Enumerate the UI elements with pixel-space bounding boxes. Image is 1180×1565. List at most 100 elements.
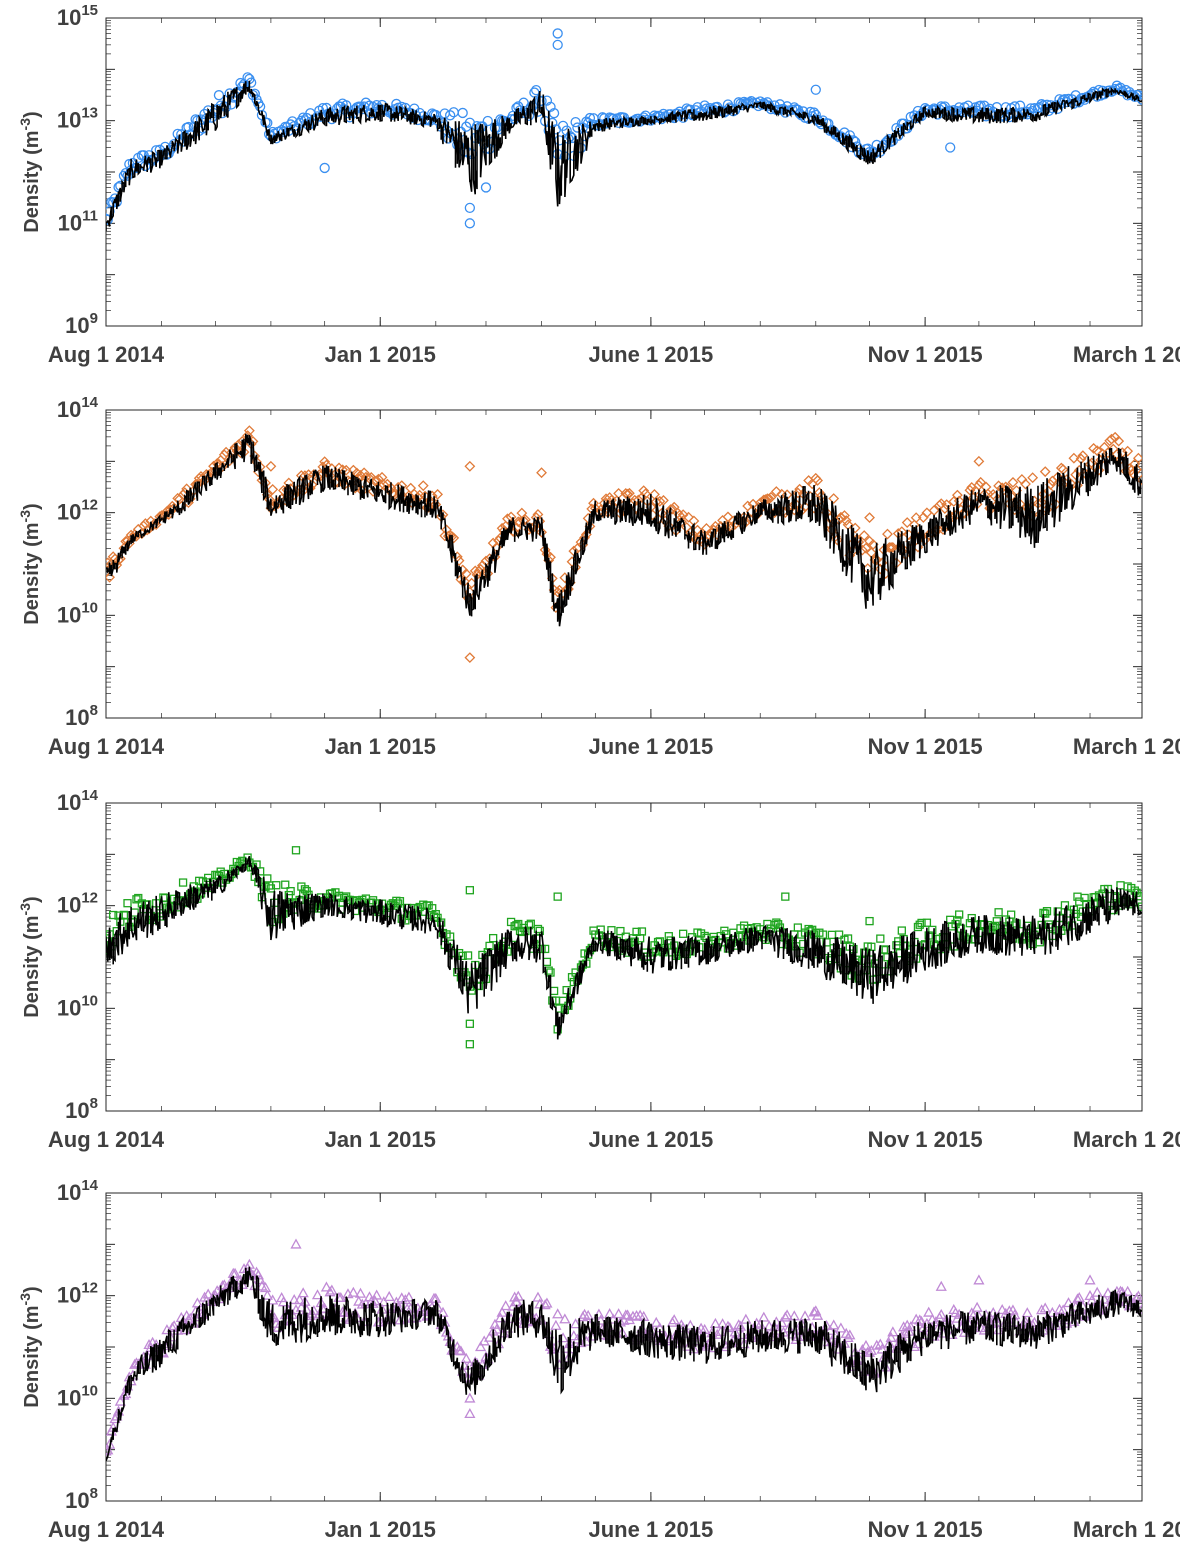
observed-marker — [286, 887, 295, 896]
y-axis-label: Density (m-3) — [17, 1286, 43, 1407]
observed-marker — [1036, 1304, 1048, 1315]
observed-marker — [793, 923, 803, 932]
observed-marker — [658, 494, 669, 506]
observed-marker — [263, 874, 272, 883]
observed-marker — [267, 484, 279, 495]
observed-marker — [531, 84, 542, 96]
plot-area — [106, 425, 1142, 664]
outlier-marker — [536, 467, 547, 479]
panel-4: 108 1010 1012 1014 Aug 1 2014 Jan 1 2015 June … — [0, 1175, 1180, 1560]
x-tick-label: Aug 1 2014 — [48, 1517, 165, 1542]
observed-marker — [984, 103, 995, 114]
observed-marker — [482, 115, 493, 127]
observed-marker — [684, 1319, 696, 1330]
observed-marker — [457, 107, 468, 119]
observed-marker — [1070, 469, 1082, 481]
observed-marker — [867, 942, 876, 951]
observed-marker — [722, 511, 734, 523]
observed-marker — [533, 924, 543, 934]
observed-marker — [347, 1286, 359, 1297]
observed-marker — [989, 491, 1001, 502]
observed-marker — [709, 1317, 722, 1328]
observed-marker — [541, 95, 553, 106]
observed-marker — [369, 1295, 381, 1306]
observed-marker — [808, 1306, 820, 1317]
plot-area — [106, 28, 1142, 232]
observed-marker — [178, 878, 188, 887]
observed-marker — [1102, 1287, 1114, 1298]
observed-marker — [922, 918, 932, 927]
observed-marker — [502, 513, 513, 525]
observed-marker — [469, 565, 481, 577]
observed-marker — [439, 108, 450, 119]
observed-marker — [758, 1311, 770, 1322]
y-tick-label: 108 — [65, 1485, 98, 1513]
observed-marker — [637, 927, 647, 936]
observed-marker — [297, 1287, 309, 1298]
observed-marker — [405, 482, 417, 494]
observed-marker — [822, 1336, 834, 1347]
x-tick-label: Jan 1 2015 — [325, 342, 436, 367]
observed-marker — [668, 1314, 680, 1325]
observed-marker — [860, 1339, 872, 1350]
observed-marker — [123, 899, 132, 908]
observed-marker — [1096, 1301, 1109, 1312]
x-tick-label: June 1 2015 — [589, 342, 714, 367]
observed-marker — [887, 1326, 899, 1337]
observed-marker — [106, 571, 116, 583]
observed-marker — [876, 934, 885, 943]
x-tick-label: March 1 2016 — [1073, 734, 1180, 759]
observed-marker — [1136, 94, 1142, 105]
observed-marker — [799, 1310, 811, 1321]
x-tick-label: Jan 1 2015 — [325, 1127, 436, 1152]
outlier-marker — [464, 1392, 476, 1403]
outlier-marker — [464, 218, 476, 229]
observed-marker — [1007, 476, 1019, 488]
observed-marker — [542, 957, 552, 967]
observed-marker — [588, 497, 599, 509]
outlier-marker — [781, 892, 790, 901]
model-trace — [106, 80, 1142, 232]
outlier-marker — [465, 1019, 475, 1028]
observed-marker — [320, 1281, 333, 1292]
observed-marker — [1039, 1302, 1051, 1313]
observed-marker — [620, 487, 632, 499]
observed-marker — [496, 1306, 508, 1317]
observed-marker — [915, 1315, 928, 1326]
y-tick-label: 1011 — [58, 207, 98, 235]
model-trace — [106, 433, 1142, 627]
observed-marker — [458, 951, 467, 961]
observed-marker — [844, 1329, 856, 1340]
observed-marker — [383, 1290, 395, 1301]
observed-marker — [483, 1331, 496, 1342]
observed-marker — [813, 487, 825, 498]
observed-marker — [1041, 909, 1050, 918]
outlier-marker — [464, 1407, 476, 1419]
observed-marker — [623, 487, 635, 499]
observed-marker — [1136, 474, 1142, 486]
observed-marker — [536, 95, 547, 107]
observed-marker — [463, 951, 473, 960]
observed-marker — [444, 110, 456, 121]
observed-marker — [371, 1289, 383, 1300]
observed-marker — [114, 1395, 126, 1406]
plot-frame — [105, 409, 1143, 719]
observed-marker — [876, 1343, 888, 1354]
observed-marker — [1077, 450, 1089, 462]
observed-marker — [109, 910, 118, 920]
outlier-marker — [553, 892, 562, 901]
outlier-marker — [290, 1238, 302, 1249]
observed-marker — [700, 931, 709, 941]
observed-marker — [261, 1289, 273, 1300]
observed-marker — [1113, 435, 1125, 447]
panel-2: 108 1010 1012 1014 Aug 1 2014 Jan 1 2015 June … — [0, 392, 1180, 777]
observed-marker — [319, 456, 331, 468]
observed-marker — [858, 530, 870, 541]
outlier-marker — [291, 846, 301, 855]
y-tick-label: 109 — [65, 310, 98, 338]
observed-marker — [843, 934, 853, 943]
observed-marker — [211, 1285, 223, 1296]
observed-marker — [272, 881, 281, 890]
observed-marker — [191, 1297, 204, 1308]
observed-marker — [953, 495, 965, 507]
